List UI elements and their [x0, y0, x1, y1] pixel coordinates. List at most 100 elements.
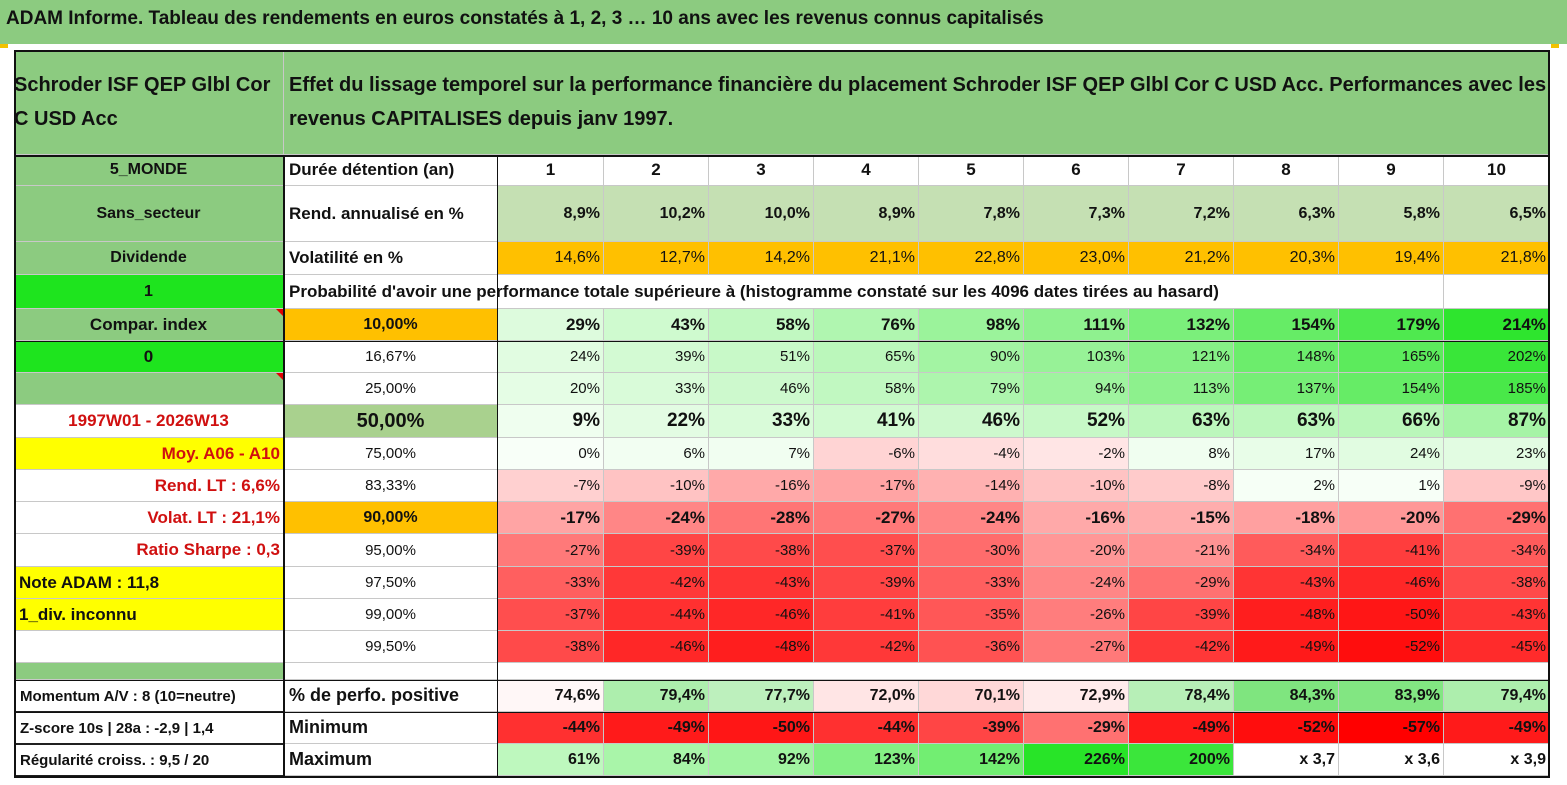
- maximum-cell: 142%: [919, 744, 1024, 776]
- rend-cell: 10,0%: [709, 186, 814, 242]
- probability-value: 41%: [814, 405, 919, 438]
- description-cell: Effet du lissage temporel sur la perform…: [284, 50, 1550, 155]
- probability-value: 63%: [1234, 405, 1339, 438]
- comment-marker: [276, 309, 283, 316]
- probability-value: -27%: [498, 534, 604, 567]
- probability-value: 58%: [814, 373, 919, 405]
- probability-value: -46%: [709, 599, 814, 631]
- table-border: [283, 155, 285, 776]
- probability-value: -27%: [814, 502, 919, 534]
- rend-cell: 8,9%: [814, 186, 919, 242]
- probability-threshold: 50,00%: [284, 405, 498, 438]
- probability-threshold: 99,50%: [284, 631, 498, 663]
- probability-value: 137%: [1234, 373, 1339, 405]
- side-label-compar: Compar. index: [14, 309, 284, 341]
- table-border: [14, 680, 1550, 681]
- probability-value: 7%: [709, 438, 814, 470]
- perf-pos-cell: 74,6%: [498, 680, 604, 712]
- probability-value: -43%: [709, 567, 814, 599]
- probability-value: 8%: [1129, 438, 1234, 470]
- maximum-cell: 226%: [1024, 744, 1129, 776]
- perf-pos-cell: 79,4%: [604, 680, 709, 712]
- side-label-zscore: Z-score 10s | 28a : -2,9 | 1,4: [14, 712, 284, 744]
- probability-value: -37%: [498, 599, 604, 631]
- probability-value: -49%: [1234, 631, 1339, 663]
- probability-value: -38%: [709, 534, 814, 567]
- year-header: 4: [814, 155, 919, 186]
- probability-value: 63%: [1129, 405, 1234, 438]
- probability-value: -21%: [1129, 534, 1234, 567]
- probability-value: -43%: [1444, 599, 1550, 631]
- vol-cell: 23,0%: [1024, 242, 1129, 275]
- probability-value: 185%: [1444, 373, 1550, 405]
- maximum-cell: x 3,9: [1444, 744, 1550, 776]
- vol-cell: 14,6%: [498, 242, 604, 275]
- page-title: ADAM Informe. Tableau des rendements en …: [6, 8, 1044, 29]
- rend-cell: 10,2%: [604, 186, 709, 242]
- minimum-cell: -52%: [1234, 712, 1339, 744]
- perf-pos-cell: 84,3%: [1234, 680, 1339, 712]
- probability-value: 65%: [814, 341, 919, 373]
- probability-threshold: 10,00%: [284, 309, 498, 341]
- year-header: 9: [1339, 155, 1444, 186]
- probability-value: -42%: [1129, 631, 1234, 663]
- probability-value: -34%: [1444, 534, 1550, 567]
- title-bar: ADAM Informe. Tableau des rendements en …: [0, 0, 1567, 44]
- perf-pos-cell: 72,9%: [1024, 680, 1129, 712]
- probability-value: -52%: [1339, 631, 1444, 663]
- probability-value: 165%: [1339, 341, 1444, 373]
- probability-value: -41%: [814, 599, 919, 631]
- probability-value: 148%: [1234, 341, 1339, 373]
- side-label-div-inconnu: 1_div. inconnu: [14, 599, 284, 631]
- corner-marker: [1551, 44, 1559, 48]
- year-header: 6: [1024, 155, 1129, 186]
- probability-value: -38%: [1444, 567, 1550, 599]
- probability-value: -42%: [814, 631, 919, 663]
- probability-value: -29%: [1444, 502, 1550, 534]
- minimum-cell: -29%: [1024, 712, 1129, 744]
- probability-value: -34%: [1234, 534, 1339, 567]
- side-label-value-0: 0: [14, 341, 284, 373]
- year-header: 5: [919, 155, 1024, 186]
- probability-label: Probabilité d'avoir une performance tota…: [284, 275, 1444, 309]
- perf-pos-cell: 78,4%: [1129, 680, 1234, 712]
- probability-value: -8%: [1129, 470, 1234, 502]
- probability-value: 90%: [919, 341, 1024, 373]
- side-label-volat-lt: Volat. LT : 21,1%: [14, 502, 284, 534]
- probability-value: 103%: [1024, 341, 1129, 373]
- probability-value: 22%: [604, 405, 709, 438]
- minimum-cell: -57%: [1339, 712, 1444, 744]
- vol-cell: 14,2%: [709, 242, 814, 275]
- minimum-label: Minimum: [284, 712, 498, 744]
- probability-value: 17%: [1234, 438, 1339, 470]
- probability-value: -39%: [1129, 599, 1234, 631]
- vol-cell: 21,1%: [814, 242, 919, 275]
- minimum-cell: -44%: [814, 712, 919, 744]
- probability-value: 2%: [1234, 470, 1339, 502]
- probability-threshold: 95,00%: [284, 534, 498, 567]
- probability-value: -33%: [498, 567, 604, 599]
- probability-value: 33%: [604, 373, 709, 405]
- probability-value: -20%: [1339, 502, 1444, 534]
- probability-value: -17%: [498, 502, 604, 534]
- probability-threshold: 83,33%: [284, 470, 498, 502]
- probability-value: -36%: [919, 631, 1024, 663]
- probability-threshold: 16,67%: [284, 341, 498, 373]
- probability-value: 39%: [604, 341, 709, 373]
- probability-value: -43%: [1234, 567, 1339, 599]
- empty-cell: [1444, 275, 1550, 309]
- minimum-cell: -44%: [498, 712, 604, 744]
- probability-value: -28%: [709, 502, 814, 534]
- year-header: 3: [709, 155, 814, 186]
- probability-value: 46%: [709, 373, 814, 405]
- probability-value: 98%: [919, 309, 1024, 341]
- probability-value: 132%: [1129, 309, 1234, 341]
- probability-value: -33%: [919, 567, 1024, 599]
- probability-value: -41%: [1339, 534, 1444, 567]
- side-label-rend-lt: Rend. LT : 6,6%: [14, 470, 284, 502]
- probability-value: -16%: [709, 470, 814, 502]
- probability-value: -44%: [604, 599, 709, 631]
- probability-value: 43%: [604, 309, 709, 341]
- side-filler: [14, 373, 284, 405]
- vol-cell: 21,2%: [1129, 242, 1234, 275]
